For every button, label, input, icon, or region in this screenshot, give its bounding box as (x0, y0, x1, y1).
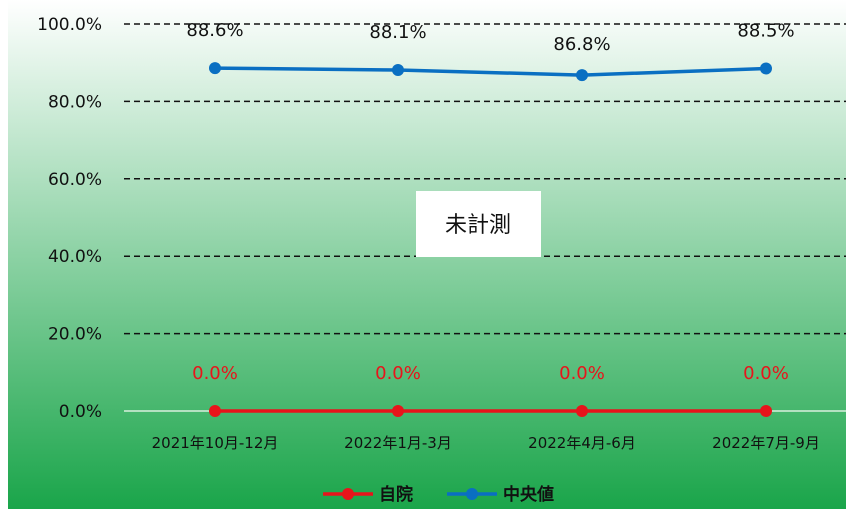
legend-marker (466, 488, 478, 500)
series: 0.0% 0.0% 0.0% 0.0% 88.6% 88.1% 86.8% 88.5% (186, 20, 795, 417)
data-point (392, 64, 404, 77)
data-point (576, 405, 588, 417)
series-group: 0.0% 0.0% 0.0% 0.0% (192, 363, 789, 417)
annotation: 未計測 (416, 191, 541, 257)
data-label: 88.5% (737, 21, 794, 42)
data-label: 0.0% (375, 363, 421, 384)
data-label: 88.6% (186, 20, 243, 41)
x-tick-label: 2022年1月-3月 (344, 434, 452, 452)
data-label: 0.0% (192, 363, 238, 384)
annotation-box (416, 191, 541, 257)
data-point (760, 405, 772, 417)
x-tick-label: 2021年10月-12月 (152, 434, 279, 452)
annotation-text: 未計測 (445, 213, 511, 238)
series-line (214, 66, 767, 77)
y-tick-label: 20.0% (48, 325, 102, 345)
legend-marker (342, 488, 354, 500)
data-point (760, 62, 772, 75)
y-tick-label: 80.0% (48, 92, 102, 112)
legend-item: 中央値 (447, 484, 554, 505)
x-axis-ticks: 2021年10月-12月 2022年1月-3月 2022年4月-6月 2022年7月-… (152, 434, 820, 452)
y-axis-ticks: 0.0% 20.0% 40.0% 60.0% 80.0% 100.0% (37, 15, 102, 422)
legend-label: 自院 (379, 484, 413, 505)
legend-label: 中央値 (503, 484, 554, 505)
y-tick-label: 100.0% (37, 15, 102, 35)
x-tick-label: 2022年4月-6月 (528, 434, 636, 452)
data-point (576, 69, 588, 82)
y-tick-label: 0.0% (59, 402, 102, 422)
data-label: 88.1% (369, 22, 426, 43)
data-point (392, 405, 404, 417)
y-tick-label: 40.0% (48, 247, 102, 267)
data-label: 86.8% (553, 34, 610, 55)
data-label: 0.0% (743, 363, 789, 384)
data-label: 0.0% (559, 363, 605, 384)
data-point (209, 405, 221, 417)
legend-item: 自院 (323, 484, 413, 505)
data-point (209, 62, 221, 75)
x-tick-label: 2022年7月-9月 (712, 434, 820, 452)
y-tick-label: 60.0% (48, 170, 102, 190)
legend: 自院 中央値 (323, 484, 554, 505)
series-group: 88.6% 88.1% 86.8% 88.5% (186, 20, 795, 82)
